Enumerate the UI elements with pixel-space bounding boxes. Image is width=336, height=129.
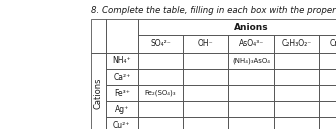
Bar — [228, 35, 274, 53]
Text: C₂H₃O₂⁻: C₂H₃O₂⁻ — [281, 39, 312, 48]
Text: AsO₄³⁻: AsO₄³⁻ — [239, 39, 264, 48]
Text: Ag⁺: Ag⁺ — [115, 105, 129, 114]
Bar — [228, 69, 274, 85]
Bar — [319, 117, 336, 129]
Bar — [106, 53, 138, 69]
Bar — [138, 69, 183, 85]
Bar — [228, 85, 274, 101]
Bar — [228, 117, 274, 129]
Bar — [106, 85, 138, 101]
Text: SO₄²⁻: SO₄²⁻ — [150, 39, 171, 48]
Bar — [228, 101, 274, 117]
Bar — [274, 101, 319, 117]
Text: Fe₂(SO₄)₃: Fe₂(SO₄)₃ — [145, 90, 176, 96]
Bar — [274, 85, 319, 101]
Bar — [138, 53, 183, 69]
Bar — [91, 19, 106, 53]
Bar — [138, 117, 183, 129]
Bar — [274, 53, 319, 69]
Bar — [319, 35, 336, 53]
Text: Fe³⁺: Fe³⁺ — [114, 89, 130, 98]
Bar — [228, 53, 274, 69]
Text: OH⁻: OH⁻ — [198, 39, 214, 48]
Text: (NH₄)₃AsO₄: (NH₄)₃AsO₄ — [232, 58, 270, 64]
Bar — [91, 53, 106, 129]
Bar — [138, 35, 183, 53]
Text: 8. Complete the table, filling in each box with the proper formula.: 8. Complete the table, filling in each b… — [91, 6, 336, 15]
Bar — [183, 69, 228, 85]
Bar — [138, 85, 183, 101]
Text: NH₄⁺: NH₄⁺ — [113, 57, 131, 65]
Text: Ca²⁺: Ca²⁺ — [113, 73, 130, 82]
Bar — [183, 85, 228, 101]
Bar — [319, 69, 336, 85]
Bar — [274, 35, 319, 53]
Bar — [183, 117, 228, 129]
Bar — [106, 69, 138, 85]
Bar — [183, 35, 228, 53]
Bar — [138, 19, 336, 35]
Text: CrO₄²⁻: CrO₄²⁻ — [330, 39, 336, 48]
Text: Cations: Cations — [94, 77, 103, 109]
Bar — [274, 69, 319, 85]
Bar — [138, 101, 183, 117]
Bar — [106, 101, 138, 117]
Bar — [183, 101, 228, 117]
Bar — [183, 53, 228, 69]
Bar — [319, 85, 336, 101]
Text: Cu²⁺: Cu²⁺ — [113, 121, 130, 129]
Text: Anions: Anions — [234, 23, 268, 32]
Bar — [274, 117, 319, 129]
Bar — [319, 53, 336, 69]
Bar — [106, 117, 138, 129]
Bar — [106, 19, 138, 53]
Bar — [319, 101, 336, 117]
